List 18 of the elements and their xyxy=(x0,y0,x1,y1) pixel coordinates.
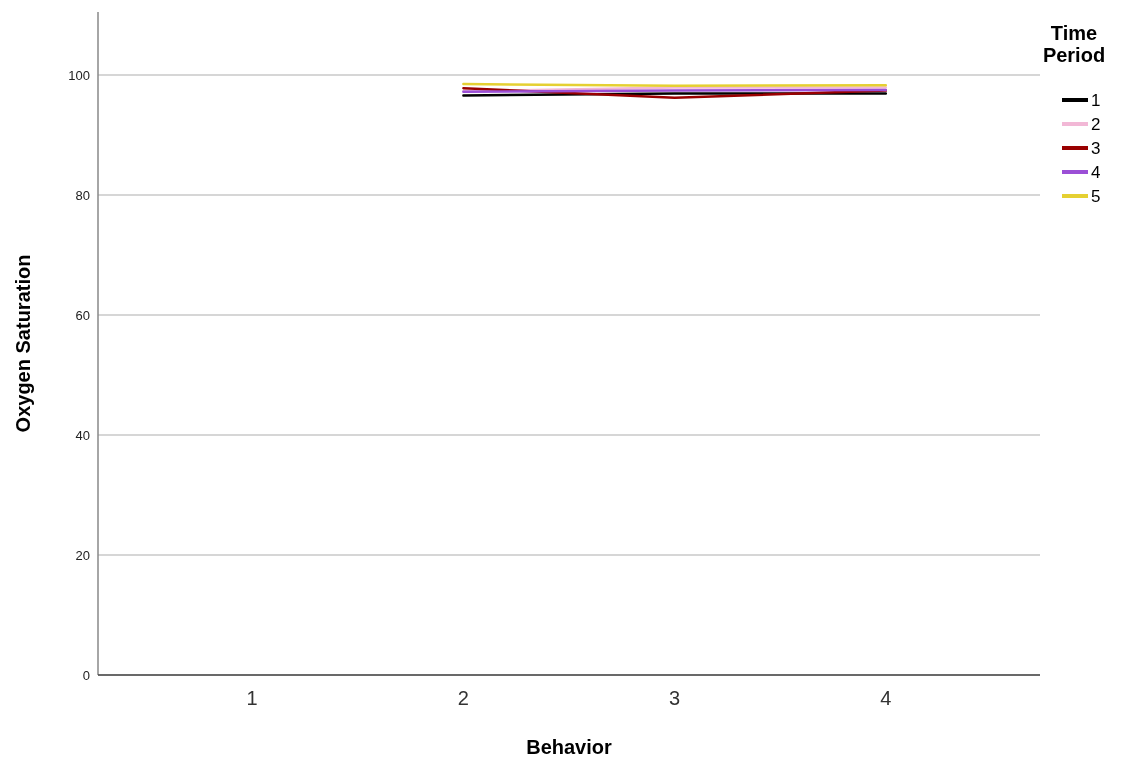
legend-title: Time Period xyxy=(1042,22,1106,66)
legend-label: 4 xyxy=(1091,162,1101,182)
legend-label: 5 xyxy=(1091,186,1101,206)
x-tick-label: 1 xyxy=(246,687,258,709)
x-tick-label: 3 xyxy=(669,687,681,709)
y-tick-label: 40 xyxy=(75,427,90,443)
y-tick-label: 0 xyxy=(82,667,90,683)
x-tick-label: 2 xyxy=(457,687,469,709)
x-axis-title: Behavior xyxy=(526,736,613,758)
y-tick-label: 20 xyxy=(75,547,90,563)
y-tick-label: 60 xyxy=(75,307,90,323)
y-tick-label: 100 xyxy=(68,67,90,83)
y-tick-label: 80 xyxy=(75,187,90,203)
legend-label: 3 xyxy=(1091,138,1101,158)
x-tick-label: 4 xyxy=(880,687,892,709)
legend-label: 1 xyxy=(1091,90,1101,110)
y-axis-title: Oxygen Saturation xyxy=(12,254,34,433)
legend-label: 2 xyxy=(1091,114,1101,134)
